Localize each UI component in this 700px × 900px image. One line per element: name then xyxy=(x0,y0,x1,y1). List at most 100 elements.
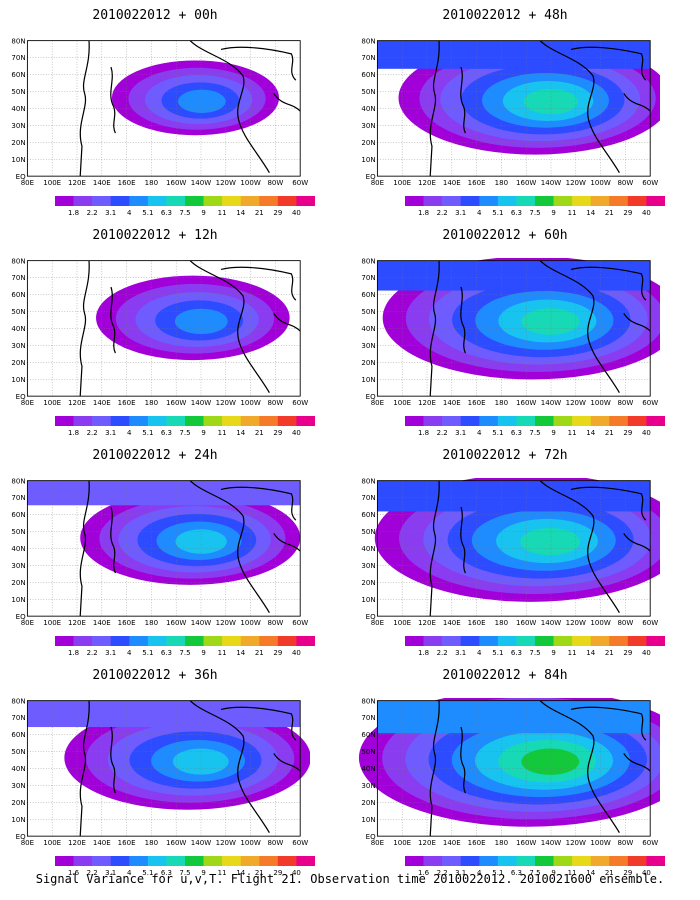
colorbar xyxy=(55,196,315,206)
x-tick-label: 120E xyxy=(418,838,436,847)
colorbar-swatch xyxy=(296,636,315,646)
variance-band xyxy=(377,260,651,291)
colorbar-swatch xyxy=(129,196,149,206)
panel-title: 2010022012 + 00h xyxy=(92,8,218,23)
y-tick-label: EQ xyxy=(16,392,26,401)
colorbar-label: 9 xyxy=(201,429,206,437)
y-tick-label: 50N xyxy=(11,527,25,536)
colorbar-swatch xyxy=(460,196,480,206)
y-tick-label: 30N xyxy=(361,781,375,790)
coastline xyxy=(539,480,620,613)
x-tick-label: 180 xyxy=(145,398,158,407)
x-tick-label: 160E xyxy=(118,618,136,627)
colorbar-label: 21 xyxy=(254,869,264,877)
colorbar-label: 29 xyxy=(273,869,283,877)
colorbar-label: 40 xyxy=(291,869,301,877)
y-tick-label: 20N xyxy=(11,358,25,367)
colorbar-label: 29 xyxy=(623,209,633,217)
y-tick-label: 40N xyxy=(11,764,25,773)
map-panel: 2010022012 + 72h 80E 100E 120E 140E 160E 180 16… xyxy=(350,440,700,660)
x-tick-label: 180 xyxy=(145,178,158,187)
colorbar-label: 4 xyxy=(477,209,482,217)
colorbar-label: 14 xyxy=(236,209,246,217)
colorbar-swatch xyxy=(497,856,517,866)
coastline xyxy=(220,486,297,521)
colorbar-label: 6.3 xyxy=(160,869,172,877)
coastline xyxy=(189,700,270,833)
y-tick-label: 20N xyxy=(361,358,375,367)
colorbar xyxy=(405,856,665,866)
colorbar-swatch xyxy=(590,416,610,426)
y-tick-label: 10N xyxy=(11,375,25,384)
x-tick-label: 80W xyxy=(267,618,283,627)
colorbar-swatch xyxy=(55,416,74,426)
x-tick-label: 100W xyxy=(240,398,260,407)
x-tick-label: 120E xyxy=(418,398,436,407)
colorbar-label: 9 xyxy=(201,649,206,657)
variance-field xyxy=(27,700,310,810)
y-tick-label: 40N xyxy=(361,544,375,553)
colorbar-label: 2.2 xyxy=(436,429,448,437)
x-tick-label: 60W xyxy=(292,838,308,847)
variance-field xyxy=(358,698,660,827)
x-tick-label: 180 xyxy=(495,838,508,847)
y-tick-label: 20N xyxy=(361,798,375,807)
coastline xyxy=(460,726,466,794)
y-tick-label: EQ xyxy=(366,612,376,621)
colorbar-label: 2.2 xyxy=(86,209,98,217)
colorbar-swatch xyxy=(203,196,223,206)
coastline xyxy=(273,533,301,552)
y-tick-label: 30N xyxy=(361,561,375,570)
colorbar-label: 7.5 xyxy=(179,649,191,657)
colorbar-label: 11 xyxy=(567,649,577,657)
variance-field xyxy=(111,60,280,136)
colorbar-swatch xyxy=(129,856,149,866)
y-tick-label: 40N xyxy=(361,764,375,773)
colorbar-swatch xyxy=(609,416,629,426)
colorbar-label: 40 xyxy=(641,649,651,657)
colorbar-label: 5.1 xyxy=(142,209,154,217)
colorbar-label: 4 xyxy=(477,869,482,877)
colorbar-label: 14 xyxy=(586,869,596,877)
y-tick-label: 20N xyxy=(361,138,375,147)
panel-title: 2010022012 + 72h xyxy=(442,448,568,463)
variance-map: 80E 100E 120E 140E 160E 180 160W 140W 120W 100W 80… xyxy=(11,698,310,847)
map-frame xyxy=(26,480,301,617)
y-tick-label: 60N xyxy=(361,510,375,519)
variance-contour xyxy=(521,748,580,775)
coastline xyxy=(189,260,270,393)
colorbar-swatch xyxy=(259,416,279,426)
x-tick-label: 80W xyxy=(267,178,283,187)
coastline xyxy=(429,480,440,617)
coastline xyxy=(623,313,651,332)
colorbar-swatch xyxy=(296,196,315,206)
variance-map: 80E 100E 120E 140E 160E 180 160W 140W 120W 100W 80… xyxy=(11,478,308,627)
coastline xyxy=(273,93,301,112)
colorbar-label: 21 xyxy=(254,429,264,437)
y-tick-label: 30N xyxy=(11,121,25,130)
colorbar-label: 9 xyxy=(551,649,556,657)
x-tick-label: 180 xyxy=(145,838,158,847)
x-tick-label: 80E xyxy=(371,178,384,187)
colorbar-swatch xyxy=(73,196,93,206)
x-tick-label: 160E xyxy=(118,838,136,847)
colorbar-label: 11 xyxy=(217,649,227,657)
colorbar-label: 29 xyxy=(273,209,283,217)
colorbar xyxy=(55,416,315,426)
colorbar-swatch xyxy=(609,636,629,646)
coastline xyxy=(110,286,116,354)
map-frame xyxy=(376,260,651,397)
colorbar-swatch xyxy=(222,416,242,426)
colorbar-label: 40 xyxy=(641,869,651,877)
colorbar-label: 29 xyxy=(273,649,283,657)
colorbar-label: 29 xyxy=(623,649,633,657)
y-tick-label: 20N xyxy=(11,798,25,807)
colorbar-swatch xyxy=(55,196,74,206)
x-tick-label: 60W xyxy=(642,838,658,847)
colorbar-swatch xyxy=(423,416,443,426)
colorbar-label: 5.1 xyxy=(142,869,154,877)
y-tick-label: 60N xyxy=(361,70,375,79)
colorbar-swatch xyxy=(535,196,554,206)
colorbar-label: 40 xyxy=(291,209,301,217)
coastline xyxy=(273,313,301,332)
